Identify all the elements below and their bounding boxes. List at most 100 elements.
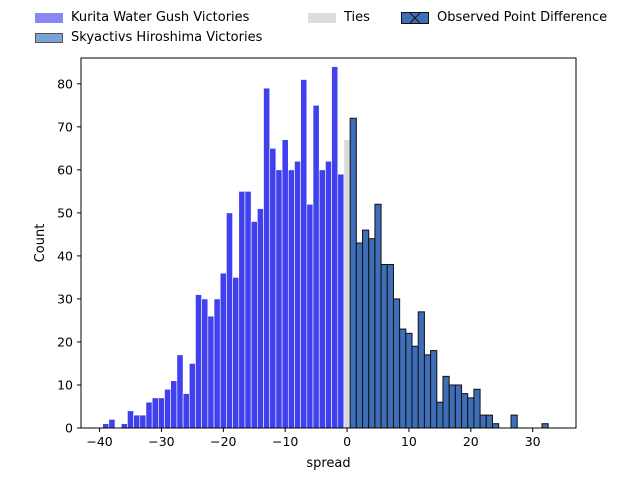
x-tick-label: 20	[463, 434, 479, 449]
bar-kurita--12	[269, 148, 277, 429]
bar-kurita--7	[300, 79, 308, 429]
y-tick-label: 60	[57, 162, 73, 177]
bar-skyactivs-3	[362, 229, 370, 429]
y-tick-label: 30	[57, 291, 73, 306]
bar-skyactivs-2	[355, 242, 364, 429]
bar-skyactivs-9	[399, 328, 407, 429]
bar-kurita--4	[318, 169, 326, 429]
plot-frame	[80, 57, 577, 429]
bar-kurita--16	[244, 191, 252, 429]
bar-skyactivs-13	[423, 354, 432, 429]
bar-kurita--33	[139, 414, 147, 429]
bar-kurita--34	[133, 414, 141, 429]
bar-kurita--31	[151, 397, 159, 429]
bar-kurita--38	[108, 419, 116, 429]
bar-kurita--26	[182, 393, 190, 429]
bar-skyactivs-10	[405, 332, 413, 429]
bar-kurita--28	[170, 380, 178, 429]
bar-kurita--32	[145, 401, 153, 429]
bar-kurita--3	[325, 160, 332, 429]
y-tick-label: 0	[65, 421, 73, 436]
bar-skyactivs-6	[380, 264, 388, 429]
bar-kurita--5	[312, 105, 320, 429]
bar-skyactivs-22	[479, 414, 487, 429]
legend-swatch-kurita	[35, 12, 63, 23]
x-tick-label: 0	[343, 434, 351, 449]
bar-kurita--27	[176, 354, 184, 429]
bar-tie-0	[343, 139, 351, 429]
y-tick-label: 40	[57, 248, 73, 263]
bar-kurita--29	[164, 388, 172, 429]
legend-swatch-ties	[308, 12, 336, 23]
bar-skyactivs-16	[442, 375, 450, 429]
y-axis-ticks: 0 10 20 30 40 50 60 70 80	[57, 76, 81, 436]
bar-skyactivs-24	[491, 423, 500, 429]
bar-kurita--15	[250, 221, 258, 429]
bar-skyactivs-27	[510, 414, 518, 429]
bar-skyactivs-4	[368, 238, 376, 429]
y-tick-label: 50	[57, 205, 73, 220]
bar-kurita--10	[281, 139, 289, 429]
bar-kurita--35	[127, 410, 134, 429]
bar-kurita--23	[201, 298, 209, 429]
bar-skyactivs-17	[448, 384, 456, 429]
bar-kurita--13	[263, 87, 271, 429]
bar-kurita--24	[195, 294, 202, 429]
x-tick-label: −40	[86, 434, 112, 449]
x-tick-label: −20	[210, 434, 236, 449]
legend-item-kurita: Kurita Water Gush Victories	[35, 10, 249, 25]
bar-skyactivs-15	[436, 401, 444, 429]
y-axis-label: Count	[33, 224, 48, 263]
bar-skyactivs-8	[392, 298, 401, 429]
bar-kurita--25	[188, 363, 196, 429]
legend-item-observed: Observed Point Difference	[401, 10, 607, 25]
x-tick-label: −30	[148, 434, 174, 449]
bar-kurita--20	[219, 272, 227, 429]
legend: Kurita Water Gush Victories Skyactivs Hi…	[0, 8, 640, 48]
y-tick-label: 20	[57, 334, 73, 349]
x-axis-label: spread	[306, 456, 350, 471]
legend-item-skyactivs: Skyactivs Hiroshima Victories	[35, 30, 262, 45]
bar-kurita--39	[102, 423, 110, 429]
bar-skyactivs-32	[541, 423, 549, 429]
legend-label-kurita: Kurita Water Gush Victories	[71, 10, 250, 25]
legend-swatch-observed-icon	[401, 11, 429, 24]
x-tick-label: 10	[401, 434, 417, 449]
bar-kurita--1	[337, 173, 345, 429]
y-tick-label: 80	[57, 76, 73, 91]
y-tick-label: 70	[57, 119, 73, 134]
bar-skyactivs-7	[386, 264, 394, 429]
bar-skyactivs-12	[417, 311, 425, 429]
bar-skyactivs-21	[473, 388, 481, 429]
bar-skyactivs-23	[485, 414, 493, 429]
bar-kurita--9	[287, 169, 295, 429]
bar-skyactivs-18	[454, 384, 463, 429]
bar-kurita--36	[120, 423, 128, 429]
x-tick-label: −10	[272, 434, 298, 449]
legend-label-ties: Ties	[344, 10, 370, 25]
bars-group	[102, 66, 549, 429]
bar-kurita--14	[257, 208, 264, 429]
bar-kurita--2	[331, 66, 339, 429]
bar-skyactivs-19	[461, 393, 469, 429]
bar-kurita--19	[226, 212, 233, 429]
bar-kurita--22	[207, 315, 215, 429]
bar-skyactivs-5	[374, 203, 382, 429]
bar-kurita--11	[275, 169, 283, 429]
y-tick-label: 10	[57, 377, 73, 392]
bar-skyactivs-1	[349, 117, 357, 429]
bar-kurita--30	[158, 397, 165, 429]
legend-label-skyactivs: Skyactivs Hiroshima Victories	[71, 30, 263, 45]
bar-skyactivs-11	[411, 345, 419, 429]
legend-item-ties: Ties	[308, 10, 370, 25]
x-axis-ticks: −40 −30 −20 −10 0 10 20 30	[86, 428, 541, 449]
legend-label-observed: Observed Point Difference	[437, 10, 608, 25]
bar-kurita--17	[238, 191, 246, 429]
bar-kurita--8	[294, 160, 301, 429]
legend-swatch-skyactivs	[35, 32, 63, 43]
bar-skyactivs-14	[430, 350, 438, 429]
x-tick-label: 30	[525, 434, 541, 449]
bar-skyactivs-20	[467, 397, 475, 429]
bar-kurita--21	[213, 298, 221, 429]
